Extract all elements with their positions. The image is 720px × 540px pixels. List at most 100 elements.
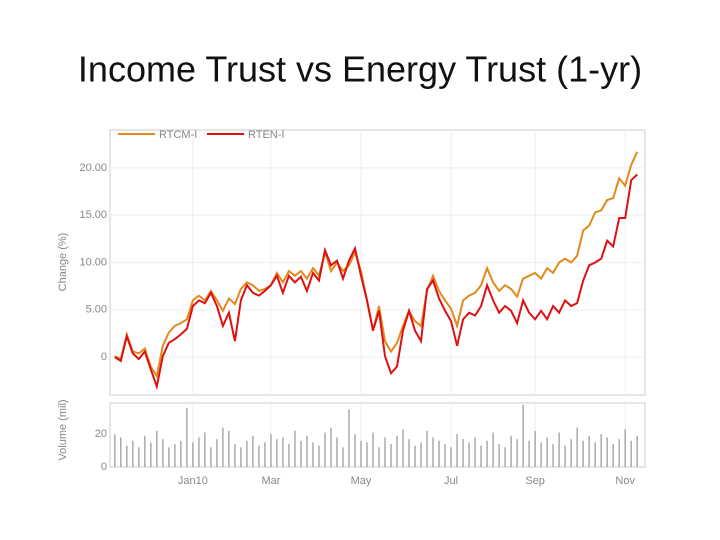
volume-bar: [564, 445, 566, 467]
volume-bar: [480, 445, 482, 467]
volume-bar: [474, 437, 476, 467]
volume-bar: [462, 439, 464, 467]
volume-bar: [348, 409, 350, 467]
volume-bar: [282, 437, 284, 467]
y-tick-label: 5.00: [86, 304, 107, 316]
volume-bar: [444, 444, 446, 467]
y-tick-label: 10.00: [79, 256, 107, 268]
volume-bar: [540, 442, 542, 467]
volume-bar: [186, 407, 188, 467]
volume-bar: [414, 445, 416, 467]
volume-bar: [618, 439, 620, 467]
y-tick-label: 20: [95, 428, 107, 440]
volume-bar: [636, 435, 638, 467]
volume-bar: [180, 440, 182, 467]
volume-bar: [402, 429, 404, 467]
volume-bar: [516, 439, 518, 467]
volume-bar: [210, 447, 212, 467]
volume-bar: [582, 440, 584, 467]
volume-bar: [252, 435, 254, 467]
volume-bar: [354, 434, 356, 467]
volume-bar: [396, 435, 398, 467]
volume-bar: [558, 432, 560, 467]
y-axis-label: Change (%): [57, 233, 69, 292]
volume-bar: [426, 430, 428, 467]
volume-bar: [324, 432, 326, 467]
volume-bar: [246, 440, 248, 467]
volume-bar: [450, 447, 452, 467]
volume-bar: [576, 427, 578, 467]
volume-bar: [342, 447, 344, 467]
volume-bar: [240, 447, 242, 467]
volume-bar: [156, 430, 158, 467]
volume-bar: [294, 430, 296, 467]
volume-bar: [372, 432, 374, 467]
volume-bar: [138, 447, 140, 467]
volume-bar: [492, 432, 494, 467]
x-tick-label: Jan10: [178, 475, 208, 487]
volume-bar: [264, 442, 266, 467]
volume-bar: [624, 429, 626, 467]
volume-bar: [432, 437, 434, 467]
volume-bar: [126, 445, 128, 467]
volume-bar: [192, 442, 194, 467]
volume-bar: [162, 439, 164, 467]
volume-bar: [390, 444, 392, 467]
y-tick-label: 20.00: [79, 162, 107, 174]
y-axis-label: Volume (mil): [57, 399, 69, 460]
volume-bar: [630, 440, 632, 467]
volume-bar: [228, 430, 230, 467]
volume-bar: [408, 439, 410, 467]
volume-bar: [552, 444, 554, 467]
volume-bar: [204, 432, 206, 467]
volume-bar: [270, 434, 272, 467]
volume-bar: [588, 435, 590, 467]
volume-bar: [258, 445, 260, 467]
volume-bar: [114, 434, 116, 467]
volume-bar: [498, 444, 500, 467]
volume-bar: [600, 434, 602, 467]
volume-bar: [276, 439, 278, 467]
legend-label: RTEN-I: [248, 129, 284, 141]
y-tick-label: 0: [101, 461, 107, 473]
volume-bar: [594, 442, 596, 467]
volume-bar: [318, 445, 320, 467]
volume-bar: [504, 447, 506, 467]
volume-bar: [534, 430, 536, 467]
x-tick-label: May: [351, 475, 372, 487]
volume-bar: [306, 435, 308, 467]
volume-bar: [420, 442, 422, 467]
x-tick-label: Mar: [261, 475, 280, 487]
volume-bar: [468, 442, 470, 467]
legend-label: RTCM-I: [159, 129, 197, 141]
volume-bar: [288, 444, 290, 467]
volume-bar: [528, 440, 530, 467]
volume-bar: [456, 434, 458, 467]
volume-bar: [120, 437, 122, 467]
volume-bar: [522, 404, 524, 467]
volume-bar: [222, 427, 224, 467]
volume-bar: [174, 444, 176, 467]
volume-bar: [150, 442, 152, 467]
volume-bar: [510, 435, 512, 467]
volume-bar: [606, 437, 608, 467]
y-tick-label: 0: [101, 351, 107, 363]
volume-bar: [234, 444, 236, 467]
x-tick-label: Sep: [525, 475, 545, 487]
volume-frame: [109, 402, 646, 468]
volume-bar: [486, 440, 488, 467]
x-tick-label: Nov: [615, 475, 635, 487]
volume-bar: [360, 440, 362, 467]
volume-bar: [198, 437, 200, 467]
volume-bar: [132, 440, 134, 467]
volume-bar: [168, 447, 170, 467]
volume-bar: [570, 439, 572, 467]
volume-bar: [144, 435, 146, 467]
volume-bar: [546, 437, 548, 467]
volume-bar: [336, 437, 338, 467]
volume-bar: [384, 437, 386, 467]
volume-bar: [312, 442, 314, 467]
volume-bar: [612, 444, 614, 467]
